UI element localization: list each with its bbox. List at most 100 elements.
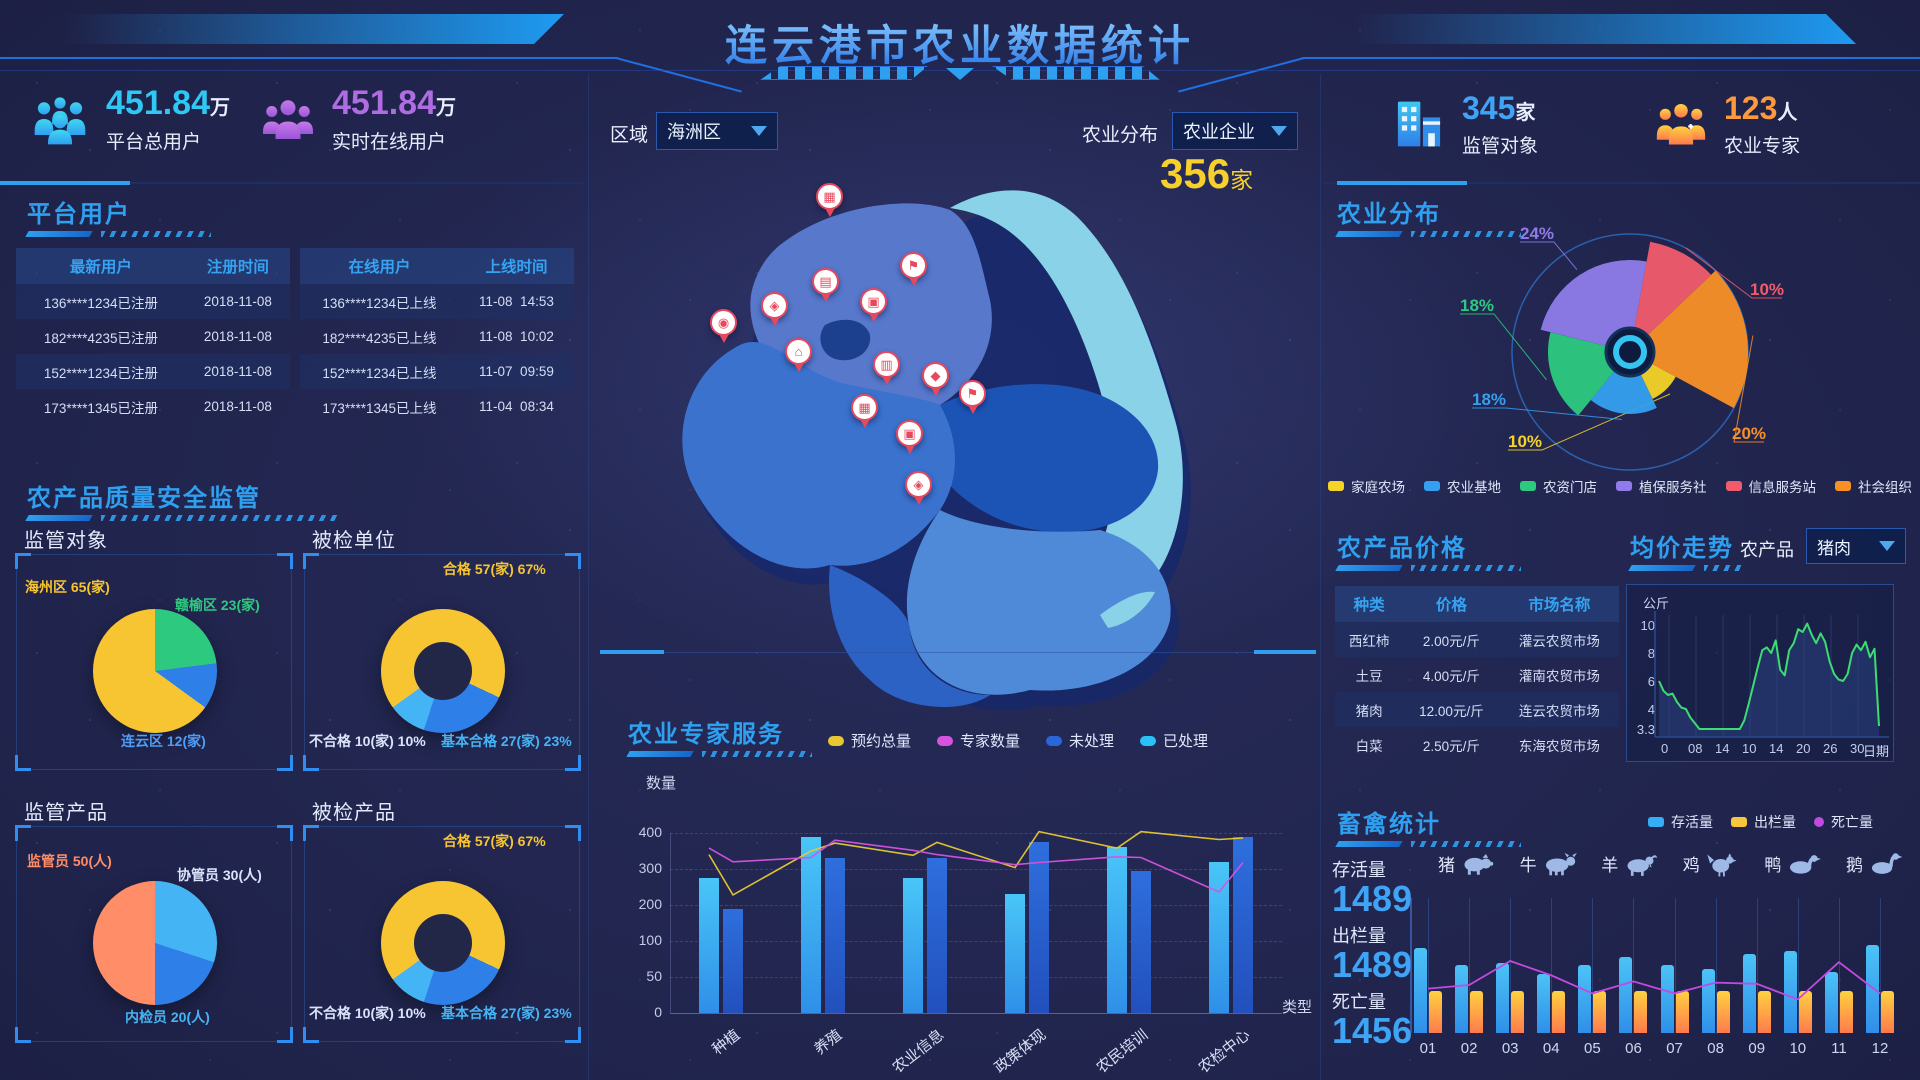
map-marker[interactable]: ⌂ xyxy=(785,338,812,372)
region-select[interactable]: 海洲区 xyxy=(656,112,778,150)
slice-label: 基本合格 27(家) 23% xyxy=(441,733,572,749)
map-divider-handle-left[interactable] xyxy=(600,650,664,654)
x-tick: 14 xyxy=(1769,741,1784,756)
table-row: 173****1345已上线 11-04 08:34 xyxy=(322,399,554,416)
chevron-down-icon xyxy=(751,126,767,136)
expert-chart-legend: 预约总量 专家数量 未处理 已处理 xyxy=(828,730,1208,751)
map-marker[interactable]: ⚑ xyxy=(900,252,927,286)
agri-dist-rose-chart: 24% 10% 20% 10% 18% 18% xyxy=(1420,224,1910,474)
checked-product-pie xyxy=(381,881,505,1005)
map-marker[interactable]: ⚑ xyxy=(959,380,986,414)
legend-item[interactable]: 农业基地 xyxy=(1424,476,1501,496)
x-tick: 30 xyxy=(1850,741,1865,756)
chart-title-checked-unit: 被检单位 xyxy=(312,530,396,552)
table-row: 152****1234已上线 11-07 09:59 xyxy=(300,354,574,389)
bar-alive xyxy=(1866,945,1879,1033)
expert-service-chart: 数量 类型 400 300 200 100 50 0 种植 养殖 农业信息 政策体现 农民培训 农检中… xyxy=(620,768,1320,1078)
legend-item[interactable]: 专家数量 xyxy=(937,730,1020,751)
chicken-icon xyxy=(1707,853,1737,877)
section-deco xyxy=(1335,840,1527,848)
month-label: 05 xyxy=(1584,1040,1601,1057)
building-icon xyxy=(1397,101,1441,147)
section-title-livestock: 畜禽统计 xyxy=(1337,811,1441,838)
legend-item[interactable]: 家庭农场 xyxy=(1328,476,1405,496)
table-row: 西红柿 2.00元/斤 灌云农贸市场 xyxy=(1335,622,1619,657)
animal-goose: 鹅 xyxy=(1846,850,1904,877)
bar-out xyxy=(1798,991,1812,1033)
map-marker[interactable]: ◈ xyxy=(905,471,932,505)
month-label: 10 xyxy=(1789,1040,1807,1057)
legend-item[interactable]: 农资门店 xyxy=(1520,476,1597,496)
legend-item[interactable]: 存活量 xyxy=(1648,812,1713,832)
bar-alive xyxy=(1455,964,1469,1033)
y-tick: 8 xyxy=(1647,646,1655,661)
stat-total-users: 451.84万 平台总用户 xyxy=(28,84,230,154)
table-row: 136****1234已注册 2018-11-08 xyxy=(16,284,290,319)
bar-alive xyxy=(1824,971,1838,1033)
legend-swatch xyxy=(1328,481,1344,491)
supervise-product-pie xyxy=(93,881,217,1005)
table-header: 在线用户 上线时间 xyxy=(300,248,574,284)
section-deco xyxy=(626,750,888,758)
map-divider-handle-right[interactable] xyxy=(1254,650,1316,654)
map-marker[interactable]: ▦ xyxy=(851,394,878,428)
category-label: 养殖 xyxy=(811,1026,846,1059)
legend-item[interactable]: 社会组织 xyxy=(1835,476,1912,496)
duck-icon xyxy=(1790,855,1822,874)
checked-unit-chart: 合格 57(家) 67% 基本合格 27(家) 23% 不合格 10(家) 10% xyxy=(303,553,581,771)
legend-item[interactable]: 信息服务站 xyxy=(1725,476,1816,496)
map-shapes xyxy=(682,190,1191,710)
map-marker[interactable]: ▦ xyxy=(816,183,843,217)
legend-item[interactable]: 出栏量 xyxy=(1731,812,1796,832)
slice-label: 合格 57(家) 67% xyxy=(443,561,546,577)
legend-item[interactable]: 未处理 xyxy=(1046,730,1114,751)
alive-label: 存活量 xyxy=(1332,860,1386,880)
section-title-price: 农产品价格 xyxy=(1337,535,1467,562)
map-marker[interactable]: ▣ xyxy=(860,288,887,322)
legend-item[interactable]: 死亡量 xyxy=(1814,812,1873,832)
avg-price-chart: 公斤 日期 10 8 6 4 3.3 0 08 14 10 14 20 26 30 xyxy=(1626,584,1894,762)
product-select[interactable]: 猪肉 xyxy=(1806,528,1906,564)
supervise-product-chart: 监管员 50(人) 协管员 30(人) 内检员 20(人) xyxy=(15,825,293,1043)
y-tick: 3.3 xyxy=(1636,722,1655,737)
stat-supervise-targets: 345家 监管对象 xyxy=(1390,90,1538,158)
table-row: 182****4235已上线 11-08 10:02 xyxy=(322,329,554,346)
section-deco xyxy=(25,514,357,522)
goat-icon xyxy=(1627,855,1658,876)
legend-item[interactable]: 预约总量 xyxy=(828,730,911,751)
bar-out xyxy=(1552,991,1566,1033)
bar-out xyxy=(1716,991,1730,1033)
legend-item[interactable]: 植保服务社 xyxy=(1616,476,1707,496)
online-users-table: 在线用户 上线时间 136****1234已上线 11-08 14:53 182****… xyxy=(300,248,574,424)
bar-unprocessed xyxy=(927,858,947,1013)
slice-label: 不合格 10(家) 10% xyxy=(309,733,426,749)
map-divider-line xyxy=(600,652,1316,653)
map-marker[interactable]: ▥ xyxy=(873,351,900,385)
dead-value: 1456 xyxy=(1332,1010,1413,1051)
x-axis-label: 类型 xyxy=(1282,999,1313,1016)
checked-unit-pie xyxy=(381,609,505,733)
map-marker[interactable]: ◈ xyxy=(761,292,788,326)
bar-unprocessed xyxy=(1029,842,1049,1013)
x-tick: 20 xyxy=(1796,741,1811,756)
slice-label: 基本合格 27(家) 23% xyxy=(441,1005,572,1021)
bar-alive xyxy=(1496,963,1510,1033)
product-filter-label: 农产品 xyxy=(1740,540,1794,560)
checked-product-chart: 合格 57(家) 67% 基本合格 27(家) 23% 不合格 10(家) 10% xyxy=(303,825,581,1043)
bar-unprocessed xyxy=(1233,836,1253,1013)
bar-alive xyxy=(1783,951,1797,1033)
section-deco xyxy=(1335,564,1521,572)
map-marker[interactable]: ◉ xyxy=(710,309,737,343)
y-tick: 0 xyxy=(654,1004,662,1020)
bar-out xyxy=(1881,991,1894,1033)
x-tick: 10 xyxy=(1742,741,1757,756)
month-label: 09 xyxy=(1748,1040,1766,1057)
dist-select[interactable]: 农业企业 xyxy=(1172,112,1298,150)
map-marker[interactable]: ▤ xyxy=(812,268,839,302)
map-marker[interactable]: ◆ xyxy=(922,362,949,396)
animal-row: 猪 牛 羊 鸡 鸭 鹅 xyxy=(1438,850,1904,877)
bar-alive xyxy=(1701,969,1715,1033)
map-marker[interactable]: ▣ xyxy=(896,420,923,454)
legend-item[interactable]: 已处理 xyxy=(1140,730,1208,751)
